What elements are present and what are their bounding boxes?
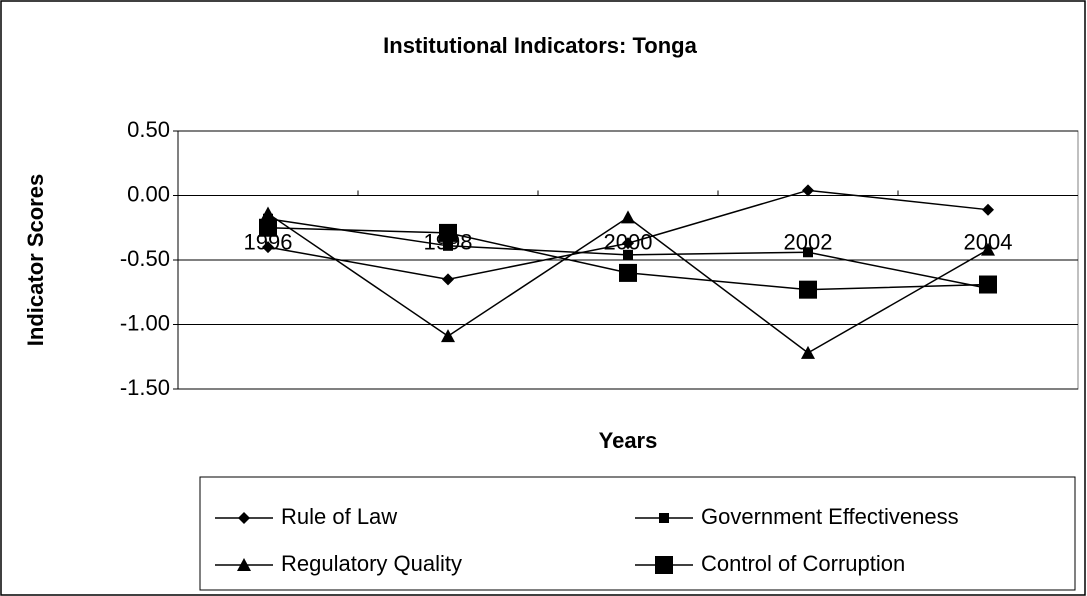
data-point [981, 242, 995, 256]
data-point [441, 329, 455, 343]
legend-box [199, 476, 1076, 591]
legend-label: Rule of Law [281, 504, 397, 529]
data-point [622, 237, 634, 250]
data-point [799, 280, 817, 299]
data-point [439, 223, 457, 242]
y-tick-label: -1.50 [120, 375, 170, 400]
data-point [621, 210, 635, 224]
data-point [623, 249, 633, 260]
legend-marker [238, 512, 250, 524]
legend-label: Government Effectiveness [701, 504, 959, 529]
data-point [619, 263, 637, 282]
legend-label: Control of Corruption [701, 551, 905, 576]
data-point [802, 184, 814, 197]
legend-marker [237, 558, 251, 571]
data-point [259, 218, 277, 237]
y-tick-label: -1.00 [120, 310, 170, 335]
data-point [979, 275, 997, 294]
data-point [442, 273, 454, 286]
legend-marker [659, 513, 669, 523]
y-tick-label: -0.50 [120, 246, 170, 271]
legend-label: Regulatory Quality [281, 551, 462, 576]
chart-title: Institutional Indicators: Tonga [383, 33, 697, 58]
legend-marker [655, 556, 673, 574]
data-point [443, 240, 453, 251]
data-point [982, 203, 994, 216]
x-axis-title: Years [599, 428, 658, 453]
data-point [803, 247, 813, 258]
y-axis-title: Indicator Scores [23, 174, 48, 346]
data-point [801, 345, 815, 359]
data-point [261, 206, 275, 220]
y-tick-label: 0.50 [127, 117, 170, 142]
data-point [262, 241, 274, 254]
y-tick-label: 0.00 [127, 181, 170, 206]
